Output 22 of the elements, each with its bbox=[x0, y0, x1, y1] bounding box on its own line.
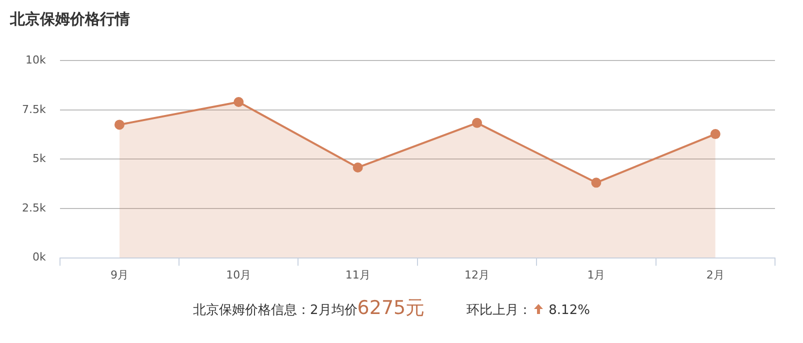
point bbox=[352, 162, 363, 172]
x-tick-label: 1月 bbox=[587, 268, 606, 282]
text: 北京保姆价格信息：2月均价 bbox=[193, 302, 358, 319]
y-tick-label: 2.5k bbox=[22, 201, 46, 214]
point bbox=[472, 118, 482, 128]
y-tick-label: 0k bbox=[32, 250, 46, 264]
point bbox=[114, 120, 124, 130]
point bbox=[710, 129, 720, 140]
y-tick-label: 5k bbox=[32, 152, 46, 166]
chart-title: 北京保姆价格行情 bbox=[8, 9, 131, 30]
x-tick-label: 10月 bbox=[226, 268, 252, 282]
point bbox=[234, 97, 244, 108]
point bbox=[591, 178, 602, 188]
y-tick-label: 7.5k bbox=[22, 102, 46, 116]
text: 8.12% bbox=[548, 303, 590, 318]
y-tick-label: 10k bbox=[25, 53, 46, 66]
x-tick-label: 11月 bbox=[345, 268, 370, 282]
x-tick-label: 9月 bbox=[110, 268, 128, 282]
text: 6275元 bbox=[357, 296, 425, 321]
text: 环比上月： bbox=[466, 302, 532, 319]
x-tick-label: 12月 bbox=[464, 268, 490, 282]
x-tick-label: 2月 bbox=[706, 268, 724, 282]
